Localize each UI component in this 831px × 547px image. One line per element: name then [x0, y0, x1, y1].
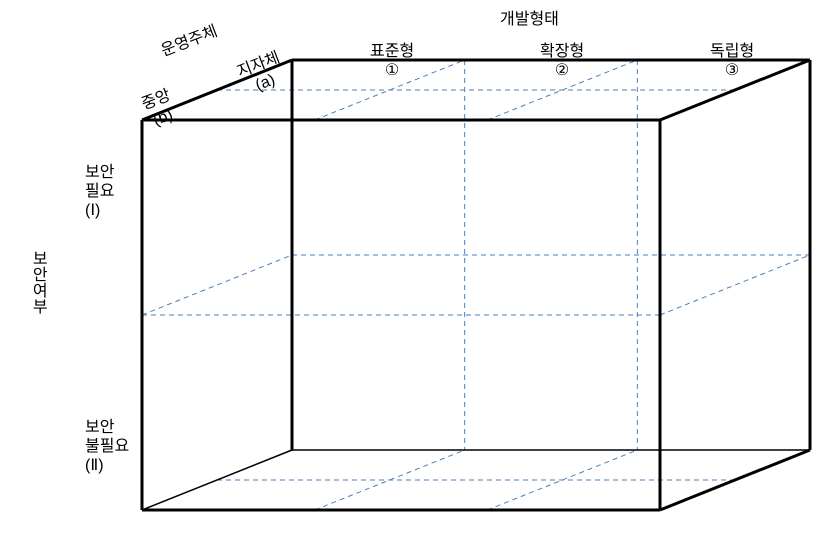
axis-left-cat-0: 보안 필요 (Ⅰ): [85, 163, 114, 221]
axis-top-title: 개발형태: [500, 10, 559, 29]
axis-left-cat-1: 보안 불필요 (Ⅱ): [85, 418, 129, 476]
axis-top-cat-1: 확장형 ②: [540, 42, 584, 80]
axis-top-cat-2: 독립형 ③: [710, 42, 754, 80]
axis-top-cat-0: 표준형 ①: [370, 42, 414, 80]
axis-left-title: 보안여부: [28, 250, 47, 314]
